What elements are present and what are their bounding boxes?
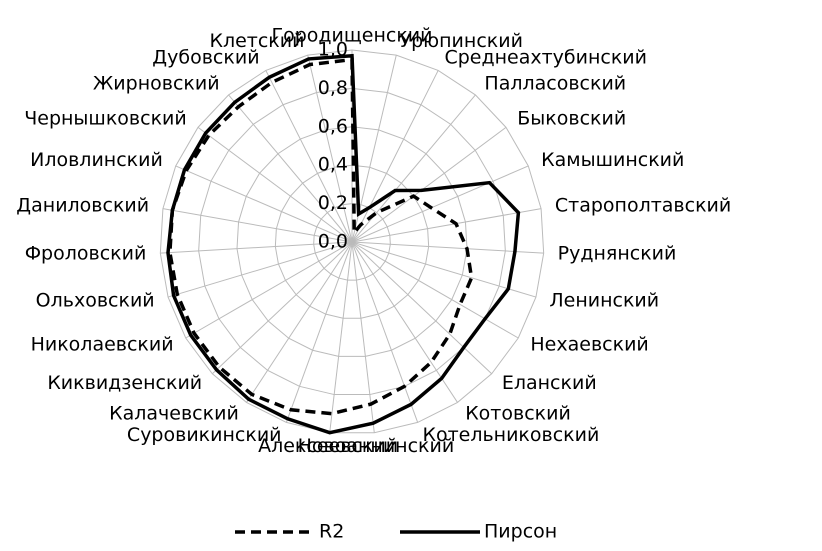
spoke bbox=[175, 165, 353, 243]
spoke bbox=[351, 241, 375, 433]
category-label: Быковский bbox=[517, 107, 626, 129]
category-label: Даниловский bbox=[16, 195, 149, 217]
category-label: Еланский bbox=[502, 372, 597, 394]
spoke bbox=[212, 241, 353, 375]
y-tick-label: 0,4 bbox=[318, 154, 348, 176]
category-label: Новоаннинский bbox=[298, 435, 455, 457]
spoke bbox=[329, 241, 353, 433]
y-tick-label: 0,2 bbox=[318, 192, 348, 214]
series-line bbox=[168, 57, 474, 416]
legend-label: R2 bbox=[319, 521, 344, 543]
series-line bbox=[166, 53, 521, 435]
spoke bbox=[197, 126, 353, 243]
spoke bbox=[228, 94, 353, 243]
spoke bbox=[167, 241, 353, 298]
grid-ring bbox=[236, 126, 468, 357]
category-label: Ольховский bbox=[36, 290, 155, 312]
spoke bbox=[351, 241, 492, 375]
category-label: Жирновский bbox=[93, 73, 220, 95]
spoke bbox=[351, 241, 537, 298]
spoke bbox=[246, 241, 353, 403]
category-label: Котовский bbox=[465, 403, 571, 425]
spoke bbox=[265, 70, 353, 243]
category-label: Палласовский bbox=[484, 73, 626, 95]
category-label: Старополтавский bbox=[555, 195, 731, 217]
category-label: Ленинский bbox=[549, 290, 659, 312]
y-tick-label: 1,0 bbox=[318, 39, 348, 61]
category-label: Фроловский bbox=[25, 242, 147, 264]
spoke bbox=[162, 208, 353, 243]
category-label: Клетский bbox=[209, 30, 304, 52]
y-tick-label: 0,6 bbox=[318, 115, 348, 137]
category-label: Городищенский bbox=[271, 25, 432, 47]
category-label: Николаевский bbox=[31, 334, 174, 356]
y-tick-label: 0,0 bbox=[318, 231, 348, 253]
category-label: Алексеевский bbox=[258, 435, 398, 457]
spoke bbox=[351, 241, 544, 254]
spoke bbox=[351, 241, 458, 403]
category-label: Урюпинский bbox=[400, 30, 523, 52]
grid-ring bbox=[198, 87, 506, 396]
spoke bbox=[307, 55, 353, 243]
grid-ring bbox=[313, 203, 391, 281]
spoke bbox=[160, 241, 353, 254]
legend-label: Пирсон bbox=[484, 521, 557, 543]
category-label: Суровикинский bbox=[127, 424, 282, 446]
category-label: Нехаевский bbox=[530, 334, 648, 356]
category-label: Котельниковский bbox=[422, 424, 599, 446]
category-label: Киквидзенский bbox=[47, 372, 202, 394]
spoke bbox=[351, 241, 419, 423]
spoke bbox=[185, 241, 353, 339]
category-label: Иловлинский bbox=[30, 149, 163, 171]
y-tick-label: 0,8 bbox=[318, 77, 348, 99]
category-label: Дубовский bbox=[152, 46, 259, 68]
spoke bbox=[351, 126, 507, 243]
category-label: Руднянский bbox=[558, 242, 677, 264]
category-label: Среднеахтубинский bbox=[444, 46, 647, 68]
spoke bbox=[351, 165, 529, 243]
spoke bbox=[351, 94, 476, 243]
category-label: Калачевский bbox=[109, 403, 239, 425]
spoke bbox=[351, 208, 542, 243]
grid-ring bbox=[274, 164, 430, 319]
spoke bbox=[351, 70, 439, 243]
spoke bbox=[351, 241, 519, 339]
grid-ring bbox=[159, 49, 545, 434]
category-label: Чернышковский bbox=[24, 107, 187, 129]
spoke bbox=[285, 241, 353, 423]
category-label: Камышинский bbox=[541, 149, 684, 171]
